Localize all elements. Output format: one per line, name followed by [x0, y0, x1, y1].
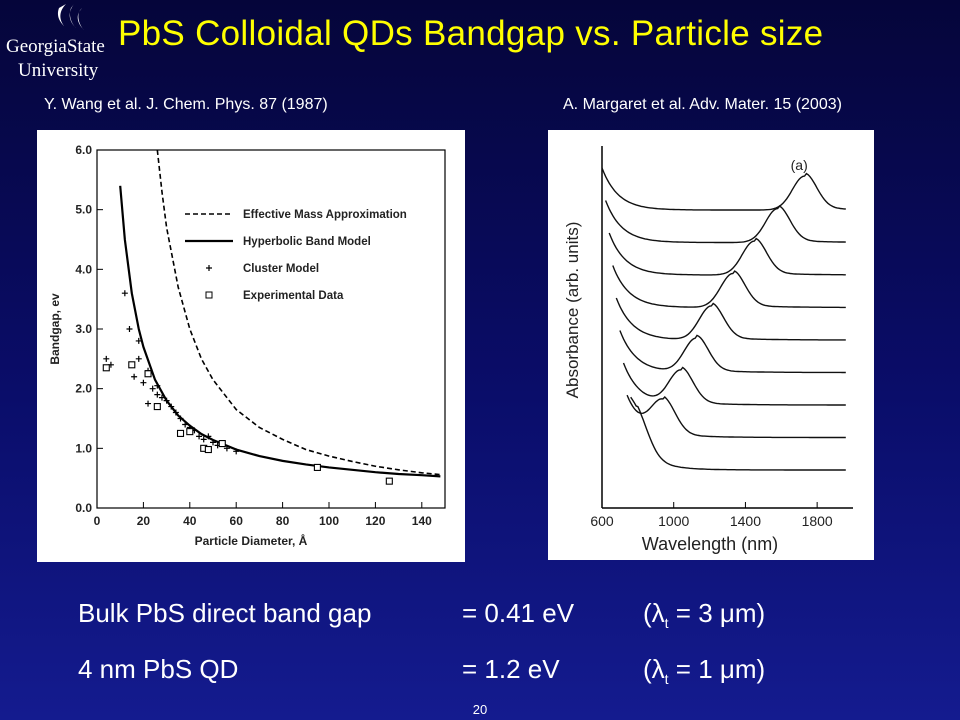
x-tick-label: 20 [137, 514, 151, 528]
cluster-point [196, 433, 203, 440]
cluster-point [154, 391, 161, 398]
panel-label: (a) [791, 157, 808, 173]
lambda-post: = 1 μm) [668, 654, 766, 684]
absorbance-curve [615, 297, 846, 341]
y-axis-label: Bandgap, ev [48, 293, 62, 365]
x-tick-label: 140 [412, 514, 432, 528]
experimental-point [153, 403, 161, 411]
cluster-point [205, 433, 212, 440]
lambda-pre: (λ [643, 654, 665, 684]
y-tick-label: 1.0 [75, 441, 92, 455]
x-tick-label: 600 [590, 513, 614, 529]
bandgap-chart: 0 20 40 60 80 100 120 140 0.0 1.0 2.0 3.0 4.0 5.0 6.0 P… [48, 143, 446, 548]
summary-row1-label: Bulk PbS direct band gap [78, 598, 372, 628]
legend-label: Effective Mass Approximation [243, 209, 407, 221]
experimental-point [218, 440, 226, 448]
x-tick-label: 1000 [658, 513, 689, 529]
legend-label: Hyperbolic Band Model [243, 236, 371, 248]
absorbance-chart-panel: 600 1000 1400 1800 (a) Absorbance (arb. units… [548, 130, 874, 560]
lambda-sub: t [664, 615, 669, 632]
slide-number: 20 [472, 702, 488, 717]
absorbance-curve [619, 330, 846, 374]
logo-line1: GeorgiaState [6, 36, 105, 57]
cluster-point [200, 436, 207, 443]
flame-icon [57, 4, 84, 30]
experimental-point [385, 477, 393, 485]
cluster-point [233, 448, 240, 455]
absorbance-curve [622, 362, 846, 406]
series-line-hyperbolic [119, 185, 441, 478]
absorbance-curve [612, 265, 846, 309]
cluster-point [126, 326, 133, 332]
summary-row2-value: = 1.2 eV [462, 654, 560, 684]
legend-swatch [206, 265, 212, 271]
cluster-point [145, 400, 152, 407]
cluster-point [210, 439, 216, 446]
x-tick-label: 60 [230, 514, 244, 528]
y-tick-label: 0.0 [75, 501, 92, 515]
y-tick-label: 6.0 [75, 143, 92, 157]
lambda-pre: (λ [643, 598, 665, 628]
x-tick-label: 0 [94, 514, 101, 528]
x-tick-label: 40 [183, 514, 197, 528]
absorbance-curve [608, 232, 846, 276]
legend-label: Experimental Data [243, 290, 344, 302]
x-tick-label: 1400 [730, 513, 761, 529]
slide-title: PbS Colloidal QDs Bandgap vs. Particle s… [118, 14, 824, 53]
experimental-point [102, 364, 110, 372]
cluster-point [182, 421, 189, 428]
cluster-point [135, 337, 142, 344]
logo-line2: University [18, 60, 99, 81]
experimental-point [144, 370, 152, 378]
experimental-point [313, 463, 321, 471]
cluster-point [177, 415, 184, 422]
experimental-point [128, 361, 136, 369]
experimental-point [204, 445, 212, 454]
absorbance-chart: 600 1000 1400 1800 (a) Absorbance (arb. units… [563, 146, 853, 554]
x-tick-label: 1800 [802, 513, 833, 529]
cluster-point [103, 355, 110, 362]
absorbance-curve [601, 167, 846, 211]
absorbance-curve [604, 200, 846, 244]
x-tick-label: 100 [319, 514, 339, 528]
cluster-point [158, 394, 165, 401]
summary-row1-value: = 0.41 eV [462, 598, 575, 628]
cluster-point [223, 445, 230, 452]
experimental-point [186, 428, 194, 436]
summary-row1-lambda: (λt = 3 μm) [643, 598, 765, 631]
cluster-point [135, 355, 142, 362]
experimental-point [176, 429, 185, 437]
x-tick-label: 80 [276, 514, 290, 528]
y-axis-label: Absorbance (arb. units) [563, 222, 582, 399]
citation-left: Y. Wang et al. J. Chem. Phys. 87 (1987) [44, 96, 328, 113]
x-axis-label: Particle Diameter, Å [195, 533, 308, 548]
y-tick-label: 3.0 [75, 322, 92, 336]
x-tick-label: 120 [365, 514, 385, 528]
x-axis-label: Wavelength (nm) [642, 534, 778, 554]
cluster-point [149, 385, 156, 392]
absorbance-curve [626, 394, 846, 439]
legend-swatch [205, 291, 213, 299]
lambda-sub: t [664, 671, 669, 688]
cluster-point [131, 373, 138, 380]
lambda-post: = 3 μm) [668, 598, 766, 628]
legend-label: Cluster Model [243, 263, 319, 275]
plot-frame [96, 149, 446, 509]
georgia-state-logo: GeorgiaState University [4, 0, 114, 88]
citation-right: A. Margaret et al. Adv. Mater. 15 (2003) [563, 96, 842, 113]
cluster-point [168, 403, 175, 410]
summary-row2-lambda: (λt = 1 μm) [643, 654, 765, 687]
cluster-point [140, 379, 147, 386]
cluster-point [172, 409, 179, 416]
cluster-point [154, 382, 161, 389]
bandgap-chart-panel: 0 20 40 60 80 100 120 140 0.0 1.0 2.0 3.0 4.0 5.0 6.0 P… [37, 130, 465, 562]
y-tick-label: 5.0 [75, 203, 92, 217]
absorbance-curve [630, 396, 846, 471]
cluster-point [121, 290, 128, 297]
series-line-effective-mass [156, 150, 441, 476]
cluster-point [163, 397, 170, 404]
y-tick-label: 4.0 [75, 262, 92, 276]
summary-row2-label: 4 nm PbS QD [78, 654, 239, 684]
y-tick-label: 2.0 [75, 382, 92, 396]
